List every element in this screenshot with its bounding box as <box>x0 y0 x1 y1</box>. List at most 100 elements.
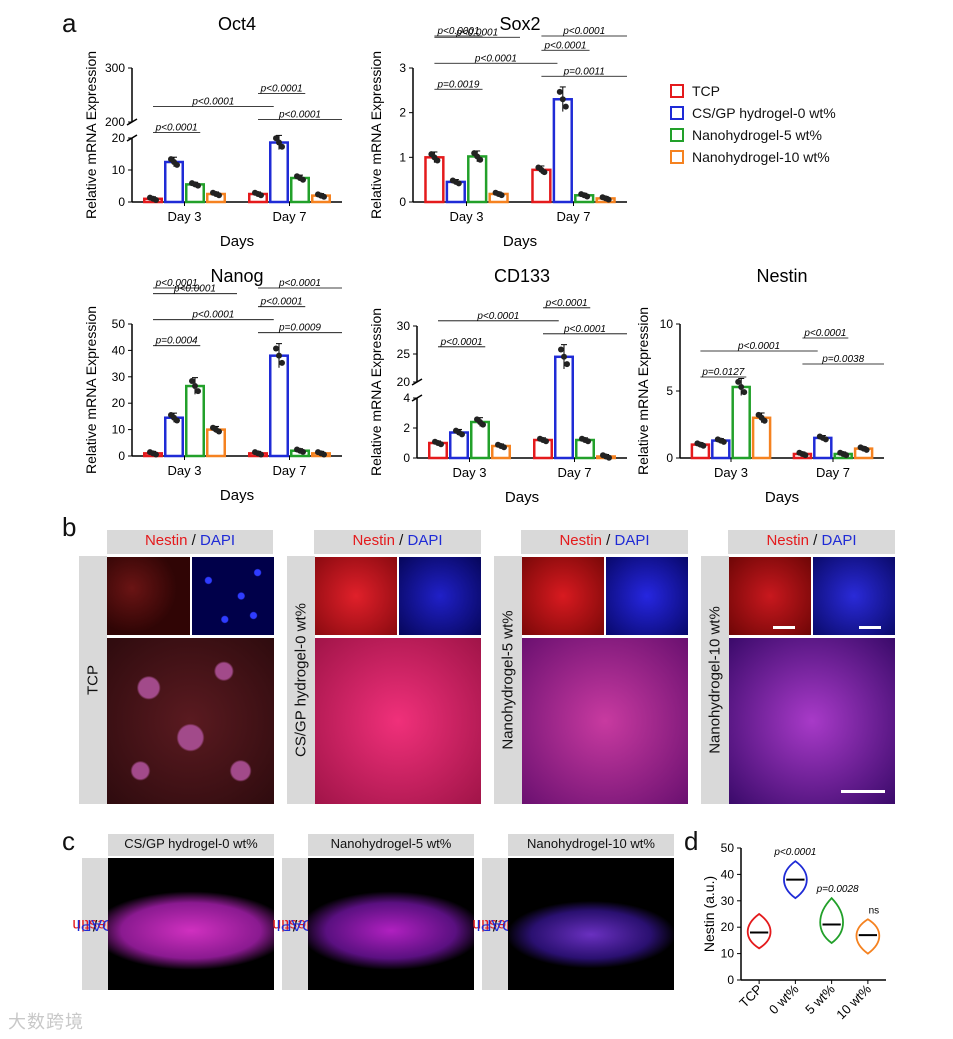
legend: TCP CS/GP hydrogel-0 wt% Nanohydrogel-5 … <box>670 80 890 168</box>
y-tick-label: 0 <box>399 195 406 209</box>
bar <box>164 160 184 204</box>
bar <box>206 428 226 458</box>
y-tick-label: 20 <box>112 131 126 145</box>
data-point <box>273 345 279 352</box>
bar <box>731 385 751 460</box>
bar <box>552 98 573 204</box>
b-header-0wt: Nestin / DAPI <box>314 530 481 554</box>
data-point <box>863 446 870 453</box>
b-side-5wt: Nanohydrogel-5 wt% <box>494 556 522 804</box>
b-5wt-dapi-image <box>606 557 688 635</box>
data-point <box>434 157 441 164</box>
data-point <box>543 438 549 445</box>
p-value-label: p<0.0001 <box>260 297 303 308</box>
x-tick-label: Day 3 <box>168 463 202 478</box>
b-header-10wt: Nestin / DAPI <box>728 530 895 554</box>
y-axis-label: Relative mRNA Expression <box>83 306 99 474</box>
legend-label: Nanohydrogel-10 wt% <box>692 149 830 165</box>
nestin-chart: Nestin Relative mRNA Expression Days 0 5 10 Da… <box>635 266 884 506</box>
data-point <box>761 417 768 424</box>
y-tick-label: 30 <box>112 370 126 384</box>
data-point <box>279 143 285 150</box>
data-point <box>455 180 462 187</box>
nestin-violin-chart: Nestin (a.u.) 0 10 20 30 40 50 TCP 0 wt% p<0.0001… <box>701 841 886 1022</box>
x-axis-label: Days <box>765 489 799 506</box>
watermark: 大数跨境 <box>8 1012 84 1032</box>
bar <box>269 141 289 204</box>
data-point <box>564 361 570 368</box>
chart-title: Sox2 <box>499 14 540 34</box>
p-value-label: p=0.0028 <box>816 884 859 895</box>
bar <box>424 156 445 204</box>
p-value-label: p<0.0001 <box>476 311 519 322</box>
c-side-0wt: Nestin / DAPI <box>72 858 118 990</box>
c-10wt-3d-image <box>508 858 674 990</box>
scale-bar <box>859 626 881 629</box>
scale-bar <box>773 626 795 629</box>
data-point <box>556 88 563 95</box>
b-tcp-merged-image <box>107 638 274 804</box>
p-value-label: p<0.0001 <box>155 278 198 289</box>
x-tick-label: Day 3 <box>450 209 484 224</box>
data-point <box>276 352 282 359</box>
y-tick-label: 200 <box>105 115 125 129</box>
panel-label-b: b <box>62 512 77 542</box>
x-tick-label: Day 3 <box>453 465 487 480</box>
b-10wt-dapi-image <box>813 557 895 635</box>
y-tick-label: 40 <box>721 867 735 881</box>
y-tick-label: 50 <box>112 317 126 331</box>
y-tick-label: 30 <box>397 319 411 333</box>
violin <box>783 860 808 900</box>
c-title-0wt: CS/GP hydrogel-0 wt% <box>108 834 274 856</box>
x-axis-label: Days <box>220 487 254 504</box>
p-value-label: p<0.0001 <box>543 40 586 51</box>
b-header-tcp: Nestin / DAPI <box>107 530 273 554</box>
y-tick-label: 0 <box>118 195 125 209</box>
p-value-label: p<0.0001 <box>436 26 479 37</box>
bar <box>290 176 310 204</box>
legend-item: TCP <box>670 80 890 102</box>
violin <box>746 912 772 950</box>
y-tick-label: 0 <box>727 973 734 987</box>
p-value-label: p<0.0001 <box>440 337 483 348</box>
data-point <box>153 197 159 203</box>
p-value-label: p=0.0127 <box>701 367 744 378</box>
cd133-chart: CD133 Relative mRNA Expression Days 0 2 4 20 25… <box>368 266 627 506</box>
p-value-label: p<0.0001 <box>562 26 605 37</box>
data-point <box>459 431 465 438</box>
data-point <box>321 451 327 458</box>
y-tick-label: 300 <box>105 61 125 75</box>
bar <box>164 416 184 458</box>
data-point <box>195 388 201 395</box>
y-tick-label: 5 <box>666 384 673 398</box>
bar <box>445 180 466 204</box>
legend-label: CS/GP hydrogel-0 wt% <box>692 105 836 121</box>
data-point <box>585 438 591 445</box>
y-tick-label: 2 <box>403 421 410 435</box>
y-tick-label: 2 <box>399 106 406 120</box>
data-point <box>843 452 850 459</box>
bar <box>470 420 490 460</box>
y-tick-label: 20 <box>721 920 735 934</box>
legend-item: Nanohydrogel-10 wt% <box>670 146 890 168</box>
y-axis-label: Relative mRNA Expression <box>83 51 99 219</box>
b-0wt-nestin-image <box>315 557 397 635</box>
data-point <box>541 169 548 176</box>
b-header-5wt: Nestin / DAPI <box>521 530 688 554</box>
y-axis-label: Nestin (a.u.) <box>701 876 717 952</box>
p-value-label: p=0.0009 <box>278 323 321 334</box>
y-tick-label: 20 <box>112 396 126 410</box>
p-value-label: p<0.0001 <box>173 284 216 295</box>
panel-label-c: c <box>62 826 75 856</box>
c-side-5wt: Nestin / DAPI <box>272 858 318 990</box>
p-value-label: p<0.0001 <box>455 27 498 38</box>
legend-swatch <box>670 150 684 164</box>
b-tcp-dapi-image <box>192 557 274 635</box>
nanog-chart: Nanog Relative mRNA Expression Days 0 10 20 30… <box>83 266 342 504</box>
sox2-chart: Sox2 Relative mRNA Expression Days 0 1 2 3 Day … <box>368 14 627 250</box>
y-axis-label: Relative mRNA Expression <box>368 308 384 476</box>
b-tcp-nestin-image <box>107 557 190 635</box>
data-point <box>700 442 707 449</box>
b-5wt-merged-image <box>522 638 688 804</box>
data-point <box>605 196 612 203</box>
